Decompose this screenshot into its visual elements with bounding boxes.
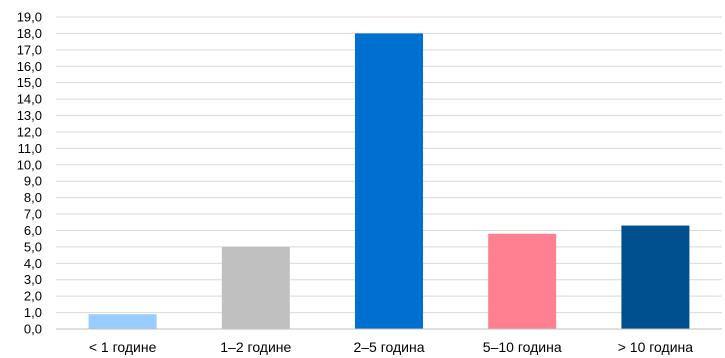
y-axis-tick-labels: 0,0 1,02,0 3,04,0 5,06,07,0 8,09,0 10,011,0 12… xyxy=(17,10,42,337)
bar xyxy=(221,246,290,329)
y-tick-label: 17,0 xyxy=(17,42,42,57)
y-tick-label: 13,0 xyxy=(17,108,42,123)
y-tick-label: 3,0 xyxy=(24,272,42,287)
x-category-label: < 1 године xyxy=(89,339,157,355)
y-tick-label: 0,0 xyxy=(24,322,42,337)
x-category-label: 1–2 године xyxy=(220,339,291,355)
y-tick-label: 4,0 xyxy=(24,256,42,271)
y-tick-label: 14,0 xyxy=(17,92,42,107)
y-tick-label: 7,0 xyxy=(24,207,42,222)
y-tick-label: 18,0 xyxy=(17,26,42,41)
x-category-label: 5–10 година xyxy=(483,339,562,355)
y-tick-label: 12,0 xyxy=(17,124,42,139)
y-tick-label: 8,0 xyxy=(24,190,42,205)
y-tick-label: 6,0 xyxy=(24,223,42,238)
bar xyxy=(88,314,157,329)
y-tick-label: 1,0 xyxy=(24,305,42,320)
x-category-label: > 10 година xyxy=(618,339,694,355)
y-tick-label: 19,0 xyxy=(17,10,42,25)
y-tick-label: 16,0 xyxy=(17,59,42,74)
x-axis-category-labels: < 1 године 1–2 године 2–5 година 5–10 годин… xyxy=(89,339,693,355)
y-tick-label: 15,0 xyxy=(17,75,42,90)
y-tick-label: 10,0 xyxy=(17,157,42,172)
bar xyxy=(488,233,557,329)
bars xyxy=(88,33,690,329)
y-tick-label: 5,0 xyxy=(24,239,42,254)
bar xyxy=(621,225,690,329)
x-category-label: 2–5 година xyxy=(353,339,424,355)
y-tick-label: 11,0 xyxy=(18,141,42,156)
y-tick-label: 9,0 xyxy=(24,174,42,189)
y-tick-label: 2,0 xyxy=(24,289,42,304)
bar xyxy=(355,33,423,329)
